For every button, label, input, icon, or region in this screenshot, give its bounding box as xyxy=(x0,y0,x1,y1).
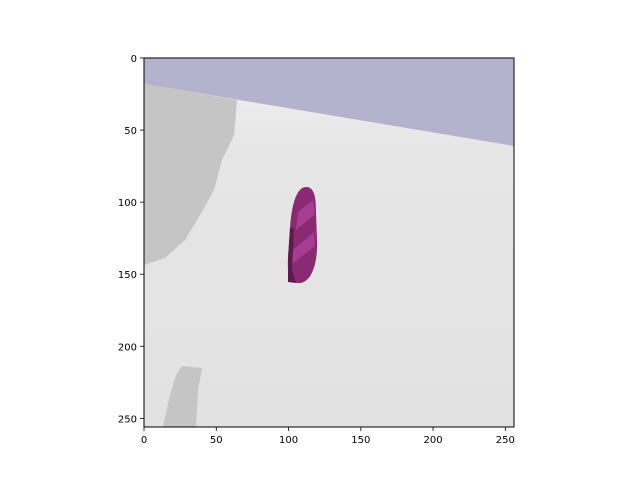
plot-frame xyxy=(143,57,515,428)
sky-region xyxy=(144,58,514,146)
x-tick-label: 0 xyxy=(141,435,147,446)
x-tick-label: 200 xyxy=(424,435,443,446)
y-tick-label: 0 xyxy=(131,54,137,65)
y-axis: 0 50 100 150 200 250 xyxy=(118,54,144,425)
y-tick-label: 200 xyxy=(118,342,137,353)
y-tick-label: 100 xyxy=(118,198,137,209)
x-axis: 0 50 100 150 200 250 xyxy=(141,427,515,446)
shadow-region-left xyxy=(144,84,237,265)
object-stripe-light xyxy=(296,200,315,230)
x-tick-label: 100 xyxy=(279,435,298,446)
shadow-region-bottom xyxy=(163,366,202,427)
x-tick-label: 150 xyxy=(351,435,370,446)
object-edge-dark xyxy=(288,228,296,283)
x-tick-label: 250 xyxy=(496,435,515,446)
y-tick-label: 250 xyxy=(118,414,137,425)
y-tick-label: 50 xyxy=(124,126,137,137)
object-stripe-light-2 xyxy=(292,232,315,264)
game-object xyxy=(287,187,318,284)
rendered-scene xyxy=(144,58,514,427)
y-tick-label: 150 xyxy=(118,270,137,281)
x-tick-label: 50 xyxy=(210,435,223,446)
